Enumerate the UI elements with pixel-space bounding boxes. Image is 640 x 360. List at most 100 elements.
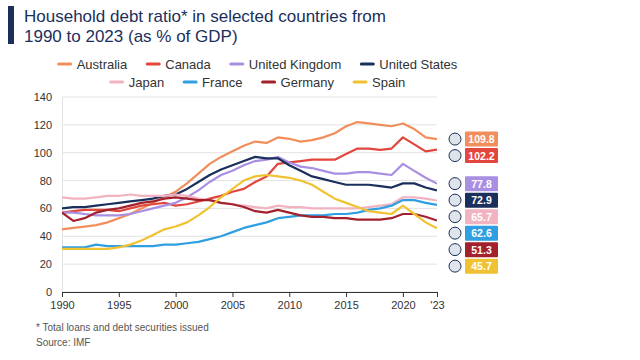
end-label-text: 109.8 [468,133,494,145]
end-label-text: 102.2 [468,150,494,162]
title: Household debt ratio* in selected countr… [24,7,386,46]
end-label-text: 65.7 [471,211,492,223]
x-tick-mark [289,292,290,297]
series-line [62,175,437,249]
x-tick-mark [437,292,438,297]
end-label-text: 51.3 [471,244,492,256]
series-line [62,157,437,216]
grid-line [62,236,437,237]
x-tick-mark [346,292,347,297]
x-tick-label: 2005 [221,299,245,311]
y-tick: 0 [46,286,62,298]
legend-swatch [354,81,366,84]
flag-icon [449,150,461,162]
y-axis: 0 20 40 60 80 100 120 140 [34,91,63,298]
x-axis-line [63,293,438,298]
legend-swatch [184,81,196,84]
flag-icon [449,194,461,206]
y-axis-line [62,98,63,293]
flag-icon [449,227,461,239]
legend-label: United States [379,57,458,72]
x-tick-mark [232,292,233,297]
legend-row: Japan France Germany Spain [111,75,406,90]
end-label: 102.2 [449,148,498,163]
y-tick-label: 60 [40,202,52,214]
y-tick: 80 [40,175,62,187]
legend-item: Canada [147,57,211,72]
lines [62,122,437,249]
x-tick-mark [119,292,120,297]
y-tick: 40 [40,230,62,242]
y-tick-label: 140 [34,91,52,103]
legend-swatch [59,63,71,66]
x-tick-label: 1995 [107,299,131,311]
y-tick-label: 20 [40,258,52,270]
series-line [62,197,437,221]
y-tick-label: 80 [40,175,52,187]
title-accent [8,6,14,44]
legend-item: France [184,75,242,90]
y-tick: 120 [34,119,62,131]
x-tick-label: 2020 [391,299,415,311]
chart: Household debt ratio* in selected countr… [0,0,640,360]
legend-label: Germany [281,75,335,90]
legend-label: Spain [372,75,405,90]
y-tick-label: 40 [40,230,52,242]
end-label-box [465,226,498,241]
x-tick: '23 [430,292,444,311]
end-label: 109.8 [449,132,498,147]
y-tick: 60 [40,202,62,214]
flag-icon [449,244,461,256]
x-tick: 2010 [278,292,302,311]
x-tick: 2015 [334,292,358,311]
end-label-box [465,209,498,224]
legend-swatch [361,63,373,66]
legend-item: United Kingdom [231,57,342,72]
grid-line [62,180,437,181]
end-label-box [465,148,498,163]
y-tick: 100 [34,147,62,159]
footnote: * Total loans and debt securities issued [36,322,209,333]
source: Source: IMF [36,337,90,348]
flag-icon [449,178,461,190]
end-label-box [465,132,498,147]
x-tick: 2020 [391,292,415,311]
legend-swatch [263,81,275,84]
legend-item: Spain [354,75,405,90]
legend-swatch [231,63,243,66]
legend-label: France [202,75,242,90]
y-tick-label: 100 [34,147,52,159]
legend-swatch [111,81,123,84]
x-tick-label: 2000 [164,299,188,311]
x-tick-mark [403,292,404,297]
legend-item: Japan [111,75,164,90]
x-tick-label: '23 [430,299,444,311]
x-tick-label: 2010 [278,299,302,311]
end-label-box [465,193,498,208]
y-tick-label: 120 [34,119,52,131]
end-labels: 109.8102.277.872.965.762.651.345.7 [449,132,498,274]
flag-icon [449,133,461,145]
end-label-box [465,259,498,274]
series-line [62,157,437,209]
series-line [62,200,437,247]
x-tick: 1995 [107,292,131,311]
grid [62,97,437,292]
y-tick: 140 [34,91,62,103]
y-tick: 20 [40,258,62,270]
legend-item: United States [361,57,458,72]
end-label-text: 77.8 [471,178,492,190]
legend-label: United Kingdom [249,57,342,72]
legend-label: Japan [129,75,164,90]
x-tick: 2005 [221,292,245,311]
legend-item: Australia [59,57,128,72]
flag-icon [449,211,461,223]
y-tick-label: 0 [46,286,52,298]
end-label: 65.7 [449,209,498,224]
flag-icon [449,260,461,272]
series-line [62,137,437,212]
x-tick: 2000 [164,292,188,311]
x-tick-label: 1990 [50,299,74,311]
end-label-text: 72.9 [471,194,492,206]
x-tick-mark [62,292,63,297]
